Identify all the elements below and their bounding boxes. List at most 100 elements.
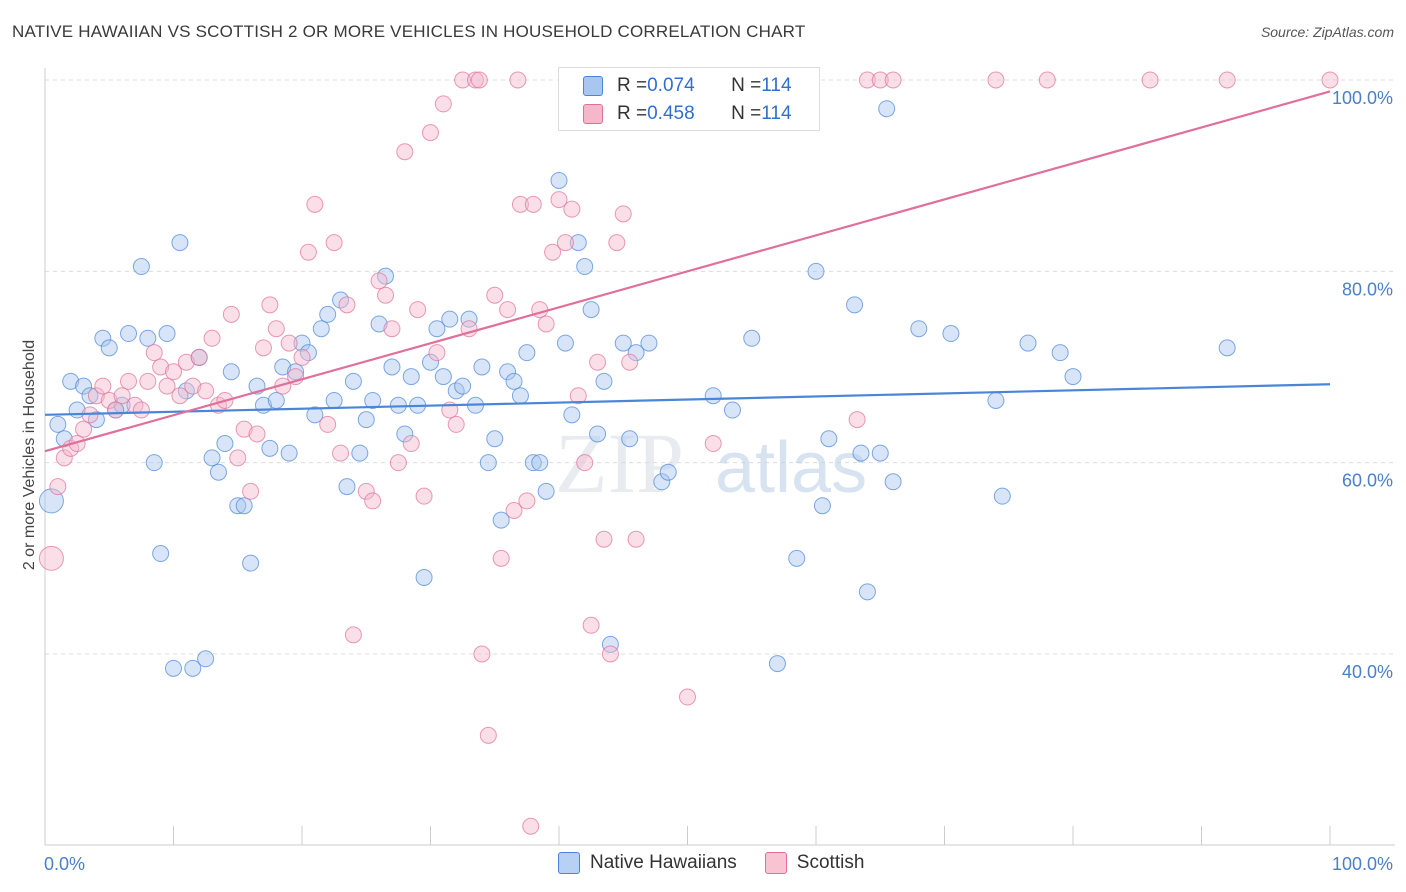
data-point	[267, 320, 285, 338]
data-point	[704, 435, 722, 453]
data-point	[402, 368, 420, 386]
data-point	[499, 301, 517, 319]
data-point	[209, 463, 227, 481]
data-point	[601, 645, 619, 663]
data-point	[171, 234, 189, 252]
legend-r-value: 0.074	[647, 75, 695, 96]
data-point	[511, 387, 529, 405]
data-point	[344, 626, 362, 644]
data-point	[1038, 71, 1056, 89]
data-point	[139, 372, 157, 390]
data-point	[94, 377, 112, 395]
legend-n-label: N =	[731, 103, 762, 124]
data-point	[197, 382, 215, 400]
data-point	[120, 372, 138, 390]
legend-swatch-scottish	[764, 852, 787, 874]
data-point	[197, 650, 215, 668]
data-point	[280, 334, 298, 352]
data-point	[884, 71, 902, 89]
data-point	[621, 353, 639, 371]
data-point	[1218, 71, 1236, 89]
data-point	[81, 387, 99, 405]
data-point	[509, 71, 527, 89]
legend-item-native-hawaiians[interactable]: Native Hawaiians	[558, 852, 737, 874]
data-point	[409, 301, 427, 319]
data-point	[942, 325, 960, 343]
data-point	[261, 439, 279, 457]
data-point	[94, 329, 112, 347]
trend-lines	[44, 90, 1331, 453]
data-point	[357, 411, 375, 429]
legend-n-label: N =	[731, 75, 762, 96]
data-point	[428, 344, 446, 362]
data-point	[184, 377, 202, 395]
data-point	[396, 143, 414, 161]
data-point	[274, 358, 292, 376]
data-point	[377, 286, 395, 304]
data-point	[293, 334, 311, 352]
data-point	[987, 391, 1005, 409]
data-point	[364, 391, 382, 409]
data-point	[338, 296, 356, 314]
data-point	[679, 688, 696, 706]
legend-label-native-hawaiians: Native Hawaiians	[590, 852, 737, 873]
data-point	[55, 449, 73, 467]
data-point	[364, 492, 382, 510]
data-point	[846, 296, 864, 314]
source-credit: Source: ZipAtlas.com	[1260, 24, 1394, 40]
data-point	[563, 200, 581, 218]
data-point	[203, 449, 221, 467]
data-point	[287, 363, 305, 381]
data-point	[1051, 344, 1069, 362]
y-tick-label: 40.0%	[1342, 662, 1393, 682]
data-point	[1019, 334, 1037, 352]
data-point	[871, 71, 889, 89]
data-point	[158, 325, 176, 343]
data-point	[235, 420, 253, 438]
data-point	[1064, 368, 1082, 386]
data-point	[422, 124, 439, 142]
x-tick-label-min: 0.0%	[44, 854, 85, 874]
data-point	[87, 387, 105, 405]
data-point	[556, 334, 574, 352]
data-point	[229, 497, 247, 515]
data-point	[441, 310, 459, 328]
data-point	[235, 497, 253, 515]
data-point	[338, 478, 356, 496]
legend-n-value: 114	[761, 103, 792, 124]
data-point	[158, 377, 176, 395]
data-point	[576, 454, 594, 472]
data-point	[518, 344, 536, 362]
data-point	[608, 234, 626, 252]
data-point	[242, 554, 260, 572]
data-point	[460, 310, 478, 328]
data-point	[466, 71, 484, 89]
legend-row-scottish: R = 0.458 N = 114	[583, 101, 792, 127]
data-point	[177, 353, 195, 371]
data-point	[454, 377, 472, 395]
data-point	[505, 502, 523, 519]
data-point	[165, 659, 182, 677]
data-point	[993, 487, 1011, 505]
data-point	[723, 401, 741, 419]
data-point	[878, 100, 896, 118]
data-point	[524, 454, 542, 472]
data-point	[351, 444, 369, 462]
data-point	[280, 444, 298, 462]
legend-swatch-pink	[583, 104, 603, 124]
data-point	[344, 372, 362, 390]
data-point	[100, 339, 118, 357]
watermark-zip: ZIP	[555, 415, 684, 511]
legend-item-scottish[interactable]: Scottish	[764, 852, 864, 874]
data-point	[325, 234, 343, 252]
data-point	[871, 444, 889, 462]
data-point	[807, 262, 825, 280]
data-point	[582, 301, 600, 319]
data-point	[203, 329, 221, 347]
data-point	[479, 726, 497, 744]
data-point	[190, 348, 208, 366]
data-point	[229, 449, 247, 467]
data-point	[531, 454, 549, 472]
data-point	[1218, 339, 1236, 357]
y-tick-label: 80.0%	[1342, 279, 1393, 299]
